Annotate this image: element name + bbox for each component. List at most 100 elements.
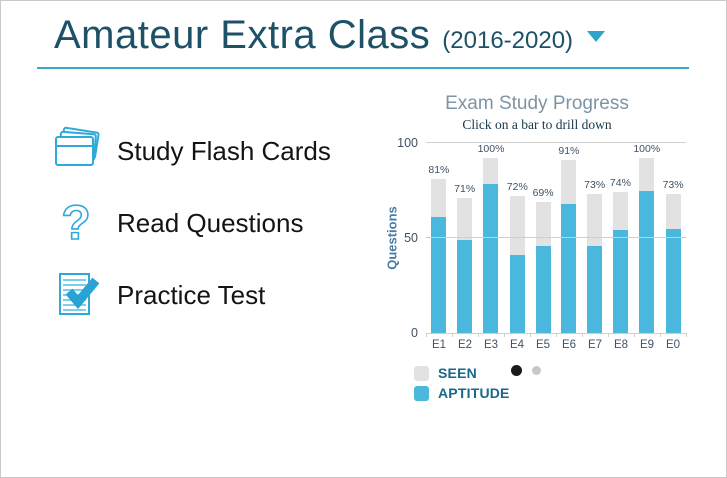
seen-segment[interactable] (561, 160, 577, 204)
pagination-dot-active[interactable] (511, 365, 522, 376)
menu-item-label: Read Questions (117, 207, 304, 238)
seen-segment[interactable] (535, 201, 551, 246)
bars-container: 81% 71% 100% 72% 69% 91% 73% 74% 100% 73% (426, 143, 686, 333)
seen-segment[interactable] (587, 194, 603, 246)
bar-E0[interactable]: 73% (660, 143, 686, 333)
aptitude-segment[interactable] (587, 245, 603, 333)
question-mark-icon: ? (51, 196, 101, 251)
flash-cards-icon (51, 125, 101, 177)
aptitude-segment[interactable] (535, 245, 551, 333)
menu-item-label: Study Flash Cards (117, 135, 331, 166)
aptitude-segment[interactable] (457, 239, 473, 333)
x-axis-label-E9: E9 (639, 339, 655, 351)
bar-percent-label: 71% (454, 183, 476, 196)
chart-legend: SEEN APTITUDE (414, 365, 688, 401)
x-axis-labels: E1 E2 E3 E4 E5 E6 E7 E8 E9 E0 (426, 339, 686, 351)
bar-percent-label: 100% (477, 143, 505, 155)
bar-percent-label: 100% (633, 143, 661, 155)
x-axis-tick (686, 333, 687, 337)
practice-test-icon (51, 269, 101, 321)
seen-segment[interactable] (509, 196, 525, 256)
plot-area: Questions 81% 71% 100% 72% 69% 91% 73% 74% 100% 7… (385, 136, 687, 340)
menu-item-study-flash-cards[interactable]: Study Flash Cards (51, 125, 331, 177)
aptitude-segment[interactable] (431, 217, 447, 333)
x-axis-label-E5: E5 (535, 339, 551, 351)
bar-percent-label: 73% (662, 179, 684, 192)
x-axis-tick (426, 333, 427, 337)
bar-E9[interactable]: 100% (633, 143, 660, 333)
seen-segment[interactable] (612, 192, 628, 231)
x-axis-tick (660, 333, 661, 337)
seen-segment[interactable] (431, 179, 447, 218)
x-axis-label-E7: E7 (587, 339, 603, 351)
bar-E3[interactable]: 100% (477, 143, 505, 333)
x-axis-tick (530, 333, 531, 337)
bar-E1[interactable]: 81% (426, 143, 452, 333)
bar-percent-label: 74% (609, 177, 631, 190)
legend-label: SEEN (438, 365, 477, 381)
bar-E4[interactable]: 72% (504, 143, 530, 333)
x-axis-tick (634, 333, 635, 337)
aptitude-swatch (414, 385, 429, 401)
seen-segment[interactable] (639, 158, 655, 192)
x-axis-tick (608, 333, 609, 337)
exam-progress-chart: Exam Study Progress Click on a bar to dr… (385, 93, 688, 405)
pagination-dot-inactive[interactable] (532, 366, 541, 375)
bar-percent-label: 91% (558, 145, 580, 158)
menu-item-practice-test[interactable]: Practice Test (51, 269, 331, 321)
x-axis-label-E3: E3 (483, 339, 499, 351)
menu-item-read-questions[interactable]: ? Read Questions (51, 196, 331, 251)
pagination-dots (511, 365, 541, 376)
x-axis-tick (504, 333, 505, 337)
bar-percent-label: 81% (428, 164, 450, 177)
seen-swatch (414, 365, 429, 381)
x-axis-label-E2: E2 (457, 339, 473, 351)
aptitude-segment[interactable] (561, 203, 577, 333)
bar-percent-label: 72% (506, 181, 528, 194)
bar-E8[interactable]: 74% (608, 143, 634, 333)
aptitude-segment[interactable] (639, 191, 655, 333)
seen-segment[interactable] (457, 198, 473, 240)
y-tick-label-50: 50 (404, 231, 418, 245)
y-axis-title: Questions (384, 206, 400, 270)
legend-label: APTITUDE (438, 385, 510, 401)
bar-percent-label: 69% (532, 186, 554, 199)
x-axis-label-E0: E0 (665, 339, 681, 351)
bar-E2[interactable]: 71% (452, 143, 478, 333)
title-underline (37, 67, 689, 69)
x-axis-label-E1: E1 (431, 339, 447, 351)
chevron-down-icon[interactable] (587, 31, 606, 42)
x-axis-tick (478, 333, 479, 337)
main-menu: Study Flash Cards ? Read Questions (51, 125, 331, 341)
x-axis-label-E4: E4 (509, 339, 525, 351)
gridline-100 (426, 142, 686, 143)
seen-segment[interactable] (483, 158, 499, 185)
x-axis-label-E6: E6 (561, 339, 577, 351)
menu-item-label: Practice Test (117, 279, 266, 310)
aptitude-segment[interactable] (665, 228, 681, 333)
y-tick-label-0: 0 (411, 326, 418, 340)
bar-E6[interactable]: 91% (556, 143, 582, 333)
year-range: (2016-2020) (442, 27, 574, 54)
x-axis-tick (556, 333, 557, 337)
gridline-50 (426, 237, 686, 238)
page-header: Amateur Extra Class (2016-2020) (54, 13, 606, 58)
y-tick-label-100: 100 (397, 136, 418, 150)
bar-E7[interactable]: 73% (582, 143, 608, 333)
bar-E5[interactable]: 69% (530, 143, 556, 333)
chart-title: Exam Study Progress (445, 93, 629, 114)
aptitude-segment[interactable] (612, 230, 628, 333)
aptitude-segment[interactable] (483, 184, 499, 333)
chart-subtitle: Click on a bar to drill down (462, 117, 612, 132)
page-title: Amateur Extra Class (54, 13, 431, 57)
x-axis-tick (452, 333, 453, 337)
x-axis-label-E8: E8 (613, 339, 629, 351)
seen-segment[interactable] (665, 194, 681, 229)
legend-item-aptitude[interactable]: APTITUDE (414, 385, 688, 401)
bar-percent-label: 73% (584, 179, 606, 192)
x-axis-tick (582, 333, 583, 337)
svg-text:?: ? (61, 197, 90, 249)
aptitude-segment[interactable] (509, 255, 525, 333)
legend-item-seen[interactable]: SEEN (414, 365, 688, 381)
